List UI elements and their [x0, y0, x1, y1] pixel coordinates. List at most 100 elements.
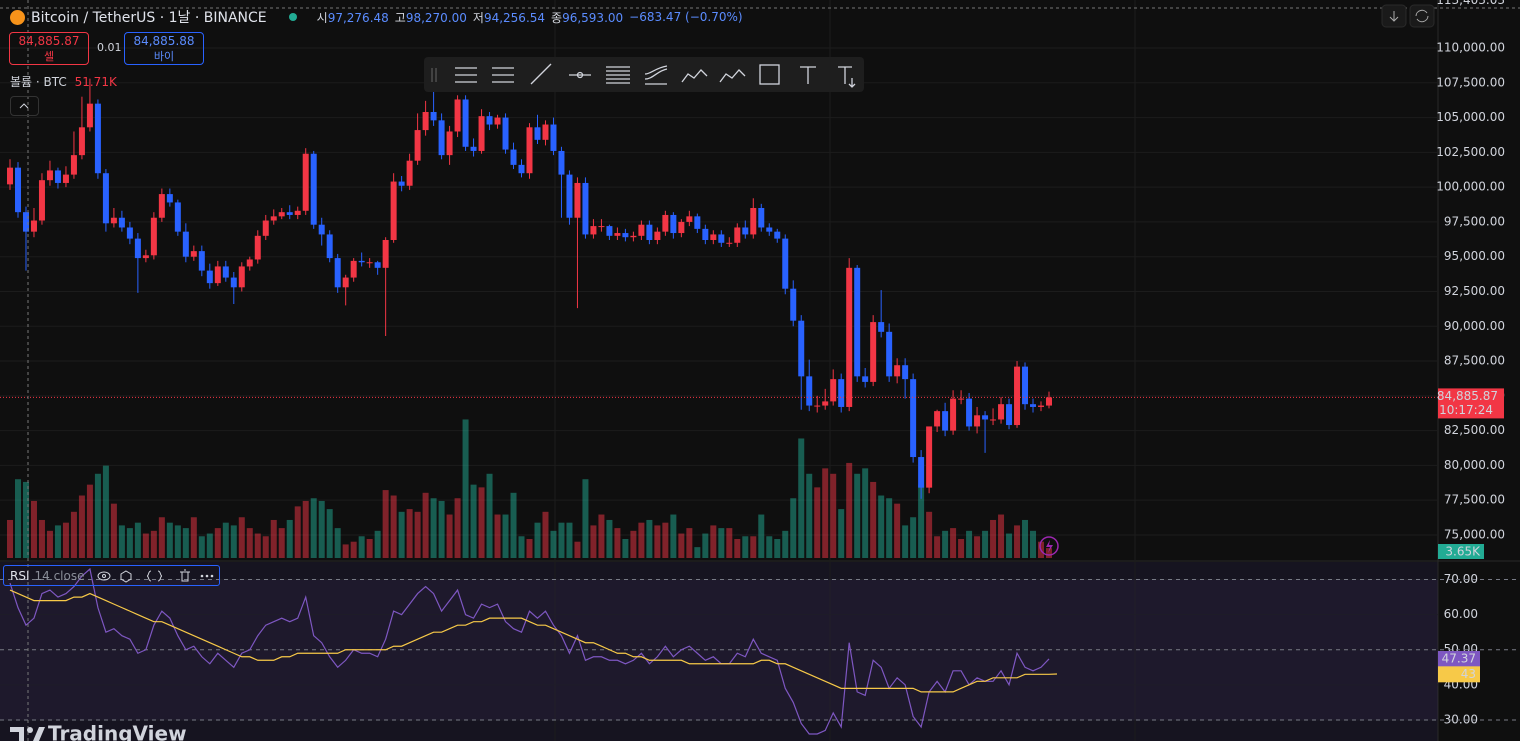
candle-body — [46, 170, 53, 181]
volume-bar — [134, 522, 141, 558]
volume-bar — [14, 479, 21, 558]
rsi-legend[interactable]: RSI 14 close — [3, 565, 220, 586]
volume-bar — [390, 495, 397, 558]
volume-bar — [230, 525, 237, 558]
volume-bar — [774, 538, 781, 558]
toolbar-bg — [424, 57, 864, 92]
candle-body — [926, 426, 933, 488]
candle-body — [310, 153, 317, 225]
volume-bar — [342, 544, 349, 558]
ohlc-item: 종96,593.00 — [551, 9, 623, 26]
candle-body — [1046, 397, 1052, 406]
candle-body — [990, 419, 997, 421]
volume-bar — [534, 522, 541, 558]
volume-bar — [38, 519, 45, 558]
quantity[interactable]: 0.01 — [97, 41, 122, 54]
volume-bar — [910, 517, 917, 558]
candle-body — [830, 379, 837, 402]
volume-bar — [446, 514, 453, 558]
candle-body — [758, 208, 765, 228]
volume-bar — [62, 522, 69, 558]
y-tick-label: 92,500.00 — [1444, 284, 1505, 298]
candle-body — [710, 234, 717, 240]
volume-bar — [654, 525, 661, 558]
volume-bar — [902, 525, 909, 558]
volume-bar — [558, 522, 565, 558]
volume-bar — [942, 530, 949, 558]
volume-bar — [174, 525, 181, 558]
candle-body — [870, 322, 877, 382]
candle-body — [806, 376, 813, 406]
buy-price: 84,885.88 — [133, 34, 195, 48]
candle-body — [718, 234, 725, 243]
volume-bar — [566, 522, 573, 558]
ohlc-label: 저 — [472, 10, 484, 25]
volume-bar — [126, 528, 133, 558]
volume-bar — [542, 511, 549, 558]
volume-bar — [862, 468, 869, 558]
candle-body — [958, 398, 965, 400]
volume-bar — [182, 528, 189, 558]
candle-body — [454, 99, 461, 132]
candle-body — [902, 365, 909, 380]
collapse-button[interactable] — [10, 96, 39, 116]
candle-body — [254, 235, 261, 260]
rsi-tick-label: 60.00 — [1444, 607, 1478, 621]
candle-body — [526, 127, 533, 174]
candle-body — [790, 288, 797, 321]
volume-bar — [974, 536, 981, 558]
candle-body — [342, 277, 349, 288]
volume-bar — [30, 500, 37, 558]
buy-button[interactable]: 84,885.88 바이 — [124, 32, 204, 65]
volume-bar — [854, 473, 861, 558]
candle-body — [70, 155, 77, 175]
volume-bar — [726, 528, 733, 558]
volume-bar — [78, 495, 85, 558]
alert-icon[interactable] — [1039, 536, 1059, 556]
change: −683.47 (−0.70%) — [629, 10, 743, 24]
alert-bolt — [1046, 540, 1053, 553]
ohlc-value: 94,256.54 — [483, 10, 546, 25]
volume-bar — [294, 506, 301, 558]
volume-bar — [70, 511, 77, 558]
volume-bar — [454, 498, 461, 558]
candle-body — [238, 266, 245, 288]
candle-body — [670, 214, 677, 234]
candle-body — [646, 224, 653, 240]
volume-bar — [846, 462, 853, 558]
candle-body — [142, 255, 149, 259]
candle-body — [966, 398, 973, 427]
candle-body — [894, 365, 901, 377]
volume-bar — [350, 541, 357, 558]
volume-bar — [422, 492, 429, 558]
top-buttons[interactable] — [1381, 4, 1435, 28]
candle-body — [302, 153, 309, 211]
ohlc-label: 종 — [551, 10, 563, 25]
volume-bar — [358, 536, 365, 558]
volume-bar — [742, 536, 749, 558]
volume-bar — [822, 468, 829, 558]
volume-bar — [590, 525, 597, 558]
candle-body — [54, 170, 61, 183]
candle-body — [446, 131, 453, 156]
status-dot — [288, 13, 297, 21]
candle-body — [590, 226, 597, 235]
rsi-tick-label: 30.00 — [1444, 712, 1478, 726]
volume-bar — [526, 538, 533, 558]
legend-icons[interactable] — [96, 568, 216, 584]
candle-body — [278, 212, 285, 217]
price-tag-label: 84,885.87 — [1437, 389, 1498, 403]
volume-bar — [966, 530, 973, 558]
volume-bar — [782, 530, 789, 558]
candle-body — [222, 266, 229, 278]
toolbar-icons[interactable] — [431, 63, 856, 98]
ohlc: 시97,276.48 고98,270.00 저94,256.54 종96,593.00 — [317, 9, 624, 26]
volume-bar — [598, 514, 605, 558]
candle-body — [126, 227, 133, 239]
volume-bar — [86, 484, 93, 558]
candle-body — [766, 227, 773, 232]
volume-bar — [614, 528, 621, 558]
sell-button[interactable]: 84,885.87 셀 — [9, 32, 89, 65]
candle-body — [230, 277, 237, 288]
candle-body — [878, 322, 885, 332]
